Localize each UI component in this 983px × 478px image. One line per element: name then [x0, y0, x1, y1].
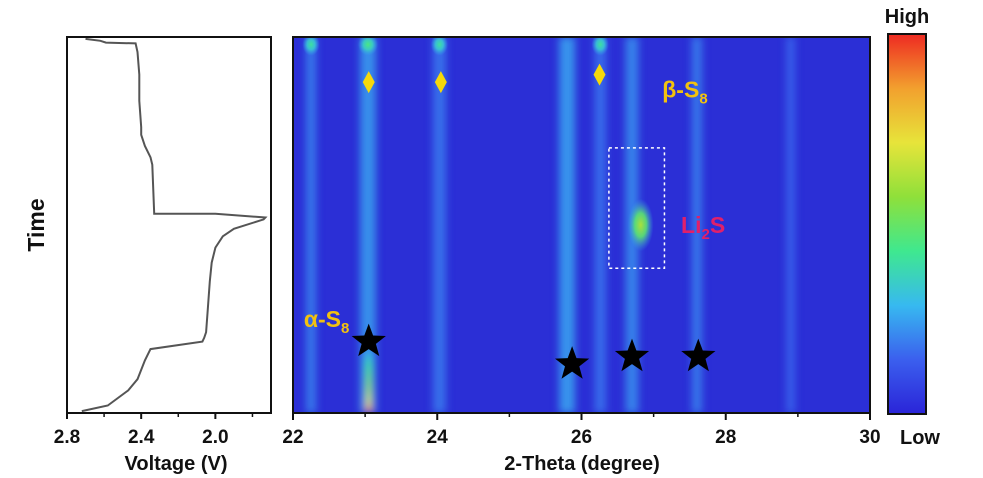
heatmap-background — [293, 37, 870, 413]
voltage-tick-label: 2.4 — [128, 427, 155, 448]
phase-label-text: β-S — [662, 77, 699, 103]
voltage-chart: 2.8 2.4 2.0 Voltage (V) Time — [23, 36, 272, 475]
diffraction-peak-spot — [591, 37, 609, 56]
voltage-plot-frame — [66, 36, 272, 414]
phase-label: Li2S — [681, 212, 725, 243]
diffraction-stripe — [786, 37, 795, 413]
phase-label-subscript: 8 — [699, 91, 707, 108]
two-theta-tick-label: 26 — [571, 427, 592, 448]
diffraction-peak-spot — [430, 37, 449, 56]
phase-label: α-S8 — [304, 306, 349, 337]
diffraction-stripe — [305, 37, 317, 413]
two-theta-axis-label: 2-Theta (degree) — [504, 453, 660, 475]
phase-label-text: Li — [681, 212, 701, 238]
diffraction-stripe — [559, 37, 576, 413]
alpha-s8-star-marker — [681, 338, 716, 372]
two-theta-tick-label: 30 — [859, 427, 880, 448]
diffraction-stripe — [432, 37, 446, 413]
phase-label-subscript: 8 — [341, 320, 349, 337]
alpha-s8-star-marker — [351, 323, 386, 357]
alpha-s8-intensity-column — [365, 352, 372, 413]
diffraction-peak-spot — [357, 37, 379, 56]
beta-s8-diamond-marker — [362, 71, 375, 94]
voltage-x-axis-label: Voltage (V) — [125, 453, 228, 475]
voltage-tick-label: 2.8 — [54, 427, 80, 448]
li2s-highlight-box — [608, 147, 666, 269]
colorbar-high-label: High — [885, 6, 929, 28]
two-theta-tick-label: 28 — [715, 427, 736, 448]
diffraction-peak-spot — [302, 37, 320, 56]
colorbar: High Low — [885, 6, 941, 449]
phase-label: β-S8 — [662, 77, 707, 108]
phase-label-text: α-S — [304, 306, 341, 332]
time-axis-label: Time — [23, 198, 49, 251]
diffraction-peak-spot — [627, 198, 654, 252]
voltage-tick-label: 2.0 — [202, 427, 228, 448]
phase-label-tail: S — [710, 212, 725, 238]
diffraction-stripe — [360, 37, 376, 413]
beta-s8-diamond-marker — [434, 71, 447, 94]
alpha-s8-star-marker — [614, 338, 650, 372]
colorbar-low-label: Low — [900, 427, 940, 449]
beta-s8-diamond-marker — [593, 63, 606, 86]
diffraction-stripe — [594, 37, 607, 413]
phase-label-subscript: 2 — [701, 226, 709, 243]
diffraction-stripe — [691, 37, 702, 413]
voltage-curve — [81, 37, 268, 413]
alpha-s8-star-marker — [555, 346, 590, 379]
two-theta-tick-label: 24 — [427, 427, 449, 448]
two-theta-tick-label: 22 — [282, 427, 303, 448]
colorbar-gradient — [887, 33, 927, 415]
